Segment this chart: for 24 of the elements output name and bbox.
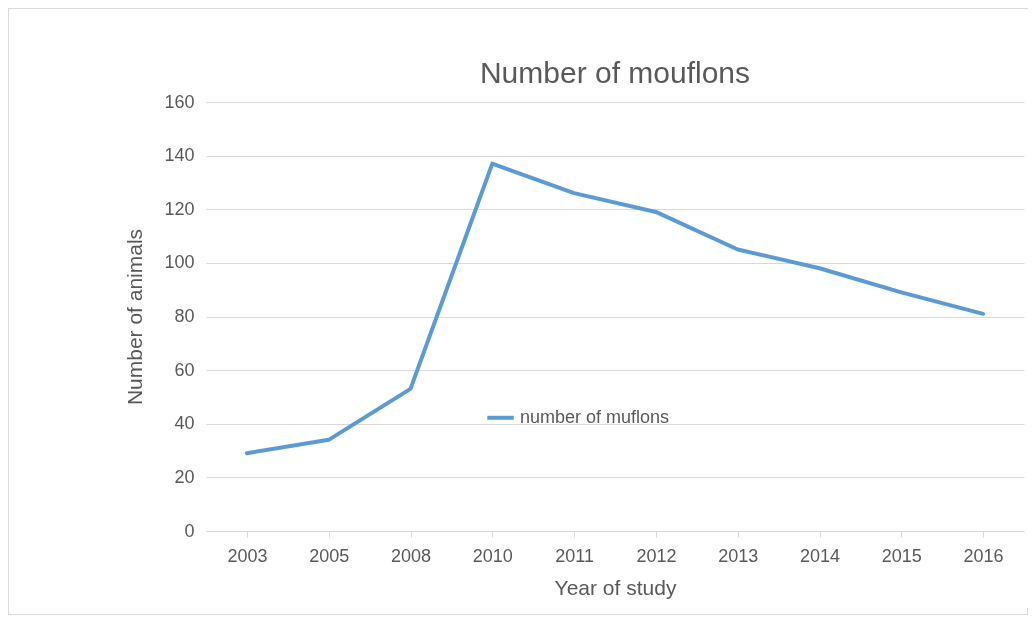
x-tick-label: 2010	[472, 545, 513, 566]
y-tick-label: 160	[164, 91, 195, 112]
y-tick-label: 140	[164, 145, 195, 166]
x-tick-label: 2016	[963, 545, 1004, 566]
x-tick-label: 2013	[718, 545, 759, 566]
x-tick-label: 2011	[555, 545, 594, 566]
y-tick-label: 0	[184, 520, 195, 541]
x-axis-title: Year of study	[554, 575, 677, 599]
y-tick-label: 100	[164, 252, 195, 273]
x-tick-label: 2008	[390, 545, 432, 566]
legend-label: number of muflons	[520, 406, 670, 427]
x-tick-label: 2015	[881, 545, 922, 566]
y-tick-label: 80	[174, 306, 195, 326]
x-tick-label: 2012	[636, 545, 677, 566]
line-series	[244, 161, 986, 456]
y-tick-label: 40	[174, 413, 195, 434]
y-tick-label: 20	[174, 466, 195, 487]
x-tick-label: 2003	[227, 545, 268, 566]
x-tick-label: 2014	[799, 545, 841, 566]
x-tick-label: 2005	[309, 545, 350, 566]
y-tick-label: 120	[164, 198, 195, 219]
chart-title: Number of mouflons	[479, 56, 751, 89]
y-axis-title: Number of animals	[123, 228, 147, 406]
y-tick-label: 60	[174, 359, 195, 380]
